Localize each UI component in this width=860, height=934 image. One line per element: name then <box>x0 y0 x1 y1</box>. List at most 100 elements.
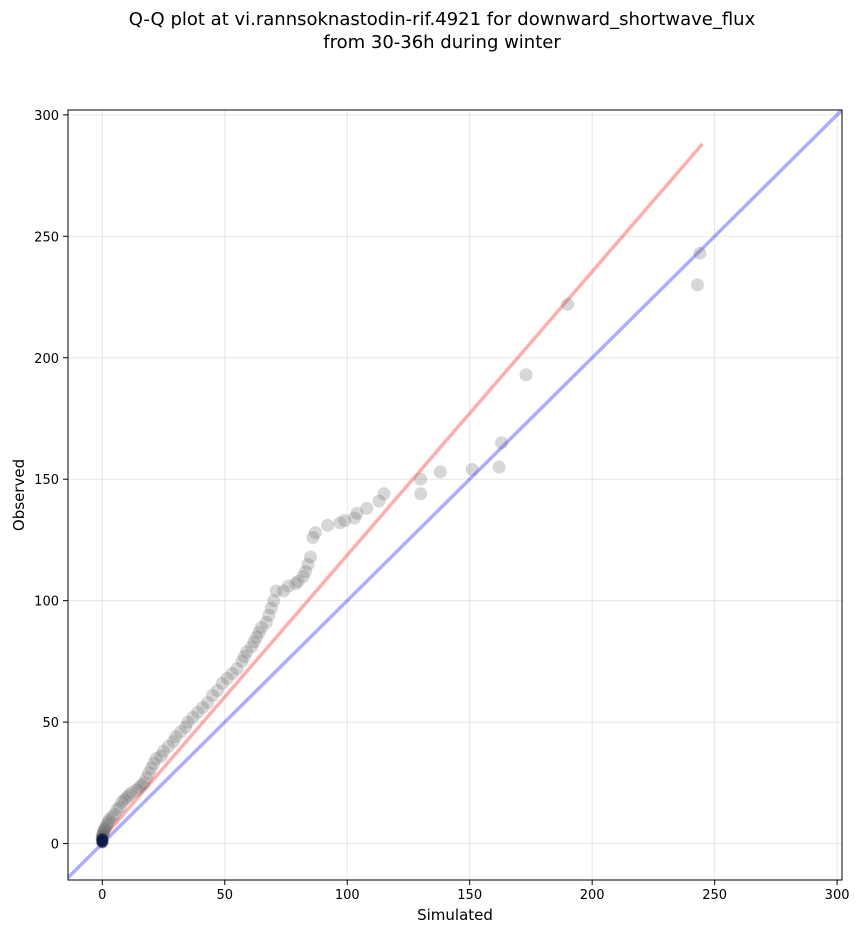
qq-point <box>277 584 291 598</box>
qq-point <box>110 803 124 817</box>
qq-point <box>179 720 193 734</box>
qq-point <box>144 761 158 775</box>
qq-point <box>157 744 171 758</box>
qq-point <box>108 807 122 821</box>
qq-point <box>519 368 533 382</box>
axis-ticks: 0 50 100 150 200 250 300 0 50 100 150 200 250 300 <box>34 109 849 903</box>
qq-point <box>360 501 374 515</box>
qq-point <box>299 565 313 579</box>
qq-point <box>134 778 148 792</box>
qq-point <box>289 577 303 591</box>
qq-point <box>235 654 249 668</box>
qq-point <box>230 662 244 676</box>
qq-point <box>693 246 707 260</box>
qq-point <box>186 710 200 724</box>
qq-point <box>142 766 156 780</box>
qq-point <box>220 671 234 685</box>
qq-point <box>105 810 119 824</box>
grid <box>68 110 842 880</box>
y-tick-label: 50 <box>42 716 59 731</box>
x-tick-label: 100 <box>335 888 360 903</box>
qq-point <box>215 676 229 690</box>
qq-point <box>303 550 317 564</box>
qq-point <box>308 526 322 540</box>
qq-point <box>262 608 276 622</box>
qq-point <box>267 594 281 608</box>
qq-point <box>433 465 447 479</box>
qq-point <box>240 645 254 659</box>
qq-point <box>465 462 479 476</box>
qq-point <box>291 574 305 588</box>
qq-point <box>100 817 114 831</box>
chart-title: Q-Q plot at vi.rannsoknastodin-rif.4921 … <box>0 8 860 54</box>
data-points <box>95 246 707 849</box>
qq-point <box>259 616 273 630</box>
qq-point <box>321 518 335 532</box>
qq-point <box>350 506 364 520</box>
qq-point <box>206 688 220 702</box>
qq-point <box>377 487 391 501</box>
qq-point <box>301 557 315 571</box>
qq-point <box>115 795 129 809</box>
qq-point <box>181 715 195 729</box>
qq-point <box>296 569 310 583</box>
qq-point <box>196 701 210 715</box>
qq-point <box>166 735 180 749</box>
qq-point <box>264 601 278 615</box>
qq-point <box>149 752 163 766</box>
qq-point <box>414 487 428 501</box>
qq-point <box>247 635 261 649</box>
plot-frame <box>67 109 843 881</box>
qq-point <box>414 472 428 486</box>
qq-point <box>132 781 146 795</box>
qq-point <box>169 730 183 744</box>
qq-point <box>137 776 151 790</box>
qq-point <box>561 297 575 311</box>
x-tick-label: 200 <box>580 888 605 903</box>
qq-point <box>147 756 161 770</box>
qq-point <box>191 705 205 719</box>
x-tick-label: 300 <box>825 888 850 903</box>
qq-point <box>252 625 266 639</box>
qq-point <box>125 786 139 800</box>
qq-point <box>161 739 175 753</box>
reference-lines <box>68 110 842 879</box>
qq-point-origin <box>96 833 108 845</box>
qq-point <box>492 460 506 474</box>
qq-point <box>333 516 347 530</box>
fit-line <box>100 142 704 840</box>
qq-point <box>306 531 320 545</box>
x-tick-label: 0 <box>98 888 106 903</box>
x-tick-label: 50 <box>216 888 233 903</box>
x-tick-label: 150 <box>457 888 482 903</box>
qq-point <box>103 812 117 826</box>
qq-point <box>122 788 136 802</box>
qq-point <box>250 630 264 644</box>
qq-point <box>338 514 352 528</box>
y-tick-label: 100 <box>34 595 59 610</box>
qq-point <box>201 696 215 710</box>
y-tick-label: 0 <box>51 838 59 853</box>
y-axis-label: Observed <box>10 459 28 531</box>
chart-title-line-2: from 30-36h during winter <box>323 32 561 53</box>
y-tick-label: 200 <box>34 352 59 367</box>
qq-point <box>690 278 704 292</box>
qq-point <box>99 820 113 834</box>
identity-line <box>68 110 842 879</box>
qq-point <box>139 771 153 785</box>
qq-point <box>495 436 509 450</box>
qq-point <box>210 684 224 698</box>
qq-point <box>281 579 295 593</box>
qq-point <box>112 800 126 814</box>
y-tick-label: 300 <box>34 109 59 124</box>
qq-point <box>348 511 362 525</box>
y-tick-label: 150 <box>34 473 59 488</box>
qq-point <box>245 640 259 654</box>
qq-point <box>372 494 386 508</box>
qq-point <box>237 650 251 664</box>
x-tick-label: 250 <box>702 888 727 903</box>
qq-point <box>269 584 283 598</box>
qq-point <box>174 725 188 739</box>
qq-point <box>255 620 268 634</box>
